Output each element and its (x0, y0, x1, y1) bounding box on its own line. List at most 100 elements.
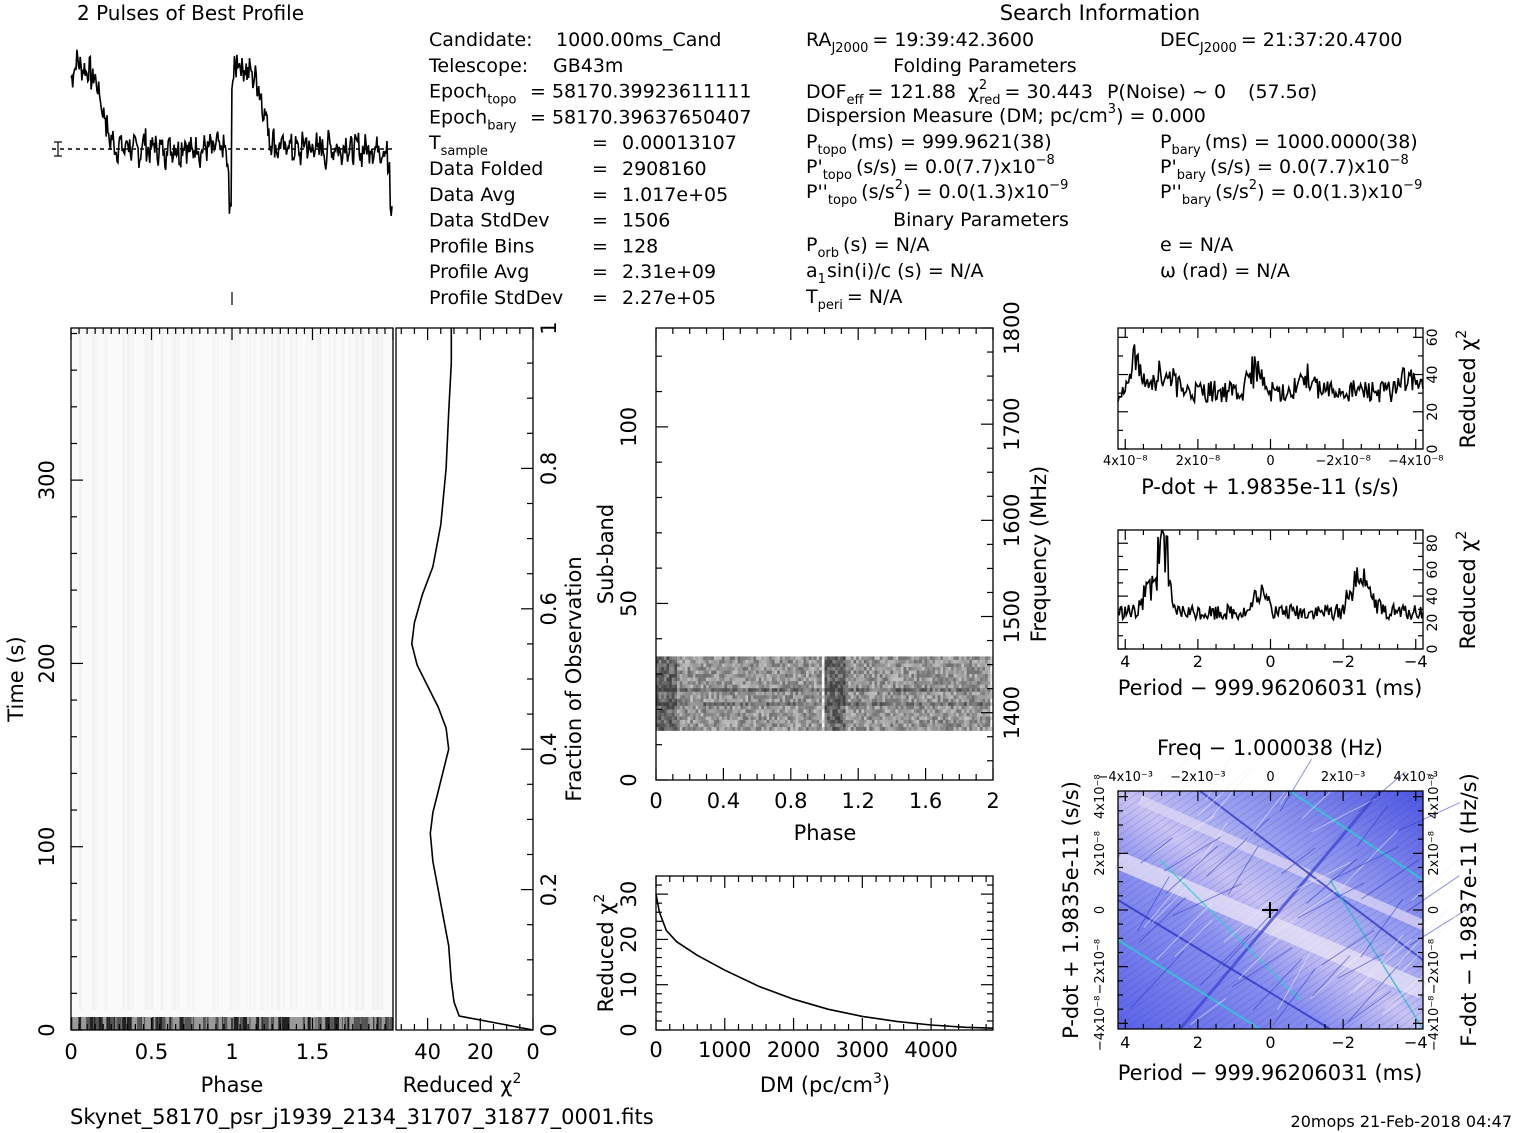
time-phase-ytick: 300 (35, 460, 59, 500)
info-row-value: 2.31e+09 (622, 261, 716, 283)
pdot-xtick: −2x10⁻⁸ (1315, 454, 1370, 469)
ppdot-xtick: −4 (1404, 1033, 1428, 1052)
time-phase-ytick: 100 (35, 827, 59, 867)
time-phase-ytick: 0 (35, 1023, 59, 1036)
ppdot-xtick: −2 (1331, 1033, 1355, 1052)
pdot-ytick: 20 (1425, 403, 1441, 421)
info-row: Tsample (428, 132, 488, 159)
profile-error-bar (54, 141, 62, 157)
pbary-line: Pbary (ms) = 1000.0000(38) (1160, 131, 1418, 158)
time-phase-xtick: 1.5 (296, 1040, 329, 1064)
profile-title: 2 Pulses of Best Profile (77, 1, 304, 25)
info-row-value: 128 (622, 235, 658, 257)
info-row-value: GB43m (553, 55, 623, 77)
pdot-xtick: −4x10⁻⁸ (1388, 454, 1443, 469)
time-phase-xtick: 0.5 (135, 1040, 168, 1064)
dm-ytick: 10 (617, 971, 641, 998)
time-phase-ylabel: Time (s) (4, 636, 28, 722)
ppdot-best-marker (1262, 902, 1278, 918)
subband-freq-tick: 1600 (1000, 494, 1024, 547)
pdot-xtick: 0 (1266, 454, 1274, 469)
chi-fraction-ytick: 0.6 (537, 592, 561, 625)
subband-heatmap (656, 656, 994, 731)
chi-fraction-ytick: 0.4 (537, 732, 561, 765)
subband-freq-tick: 1400 (1000, 686, 1024, 739)
pdtopo-line: P'topo (s/s) = 0.0(7.7)x10−8 (806, 153, 1055, 183)
ppdot-xtick: 2 (1193, 1033, 1203, 1052)
chi-fraction-frame (395, 327, 534, 1031)
subband-ytick: 100 (617, 407, 641, 447)
chi-fraction-xtick: 0 (526, 1040, 539, 1064)
search-info-title: Search Information (1000, 1, 1200, 25)
ra-line: RAJ2000 = 19:39:42.3600 (806, 29, 1034, 56)
subband-ytick: 50 (617, 590, 641, 617)
period-xtick: 4 (1120, 652, 1130, 671)
dm-xtick: 2000 (767, 1038, 820, 1062)
subband-freq-label: Frequency (MHz) (1027, 466, 1051, 642)
chi-fraction-ylabel: Fraction of Observation (562, 556, 586, 801)
chi-fraction-curve (410, 328, 534, 1031)
ppdot-panel: Freq − 1.000038 (Hz) 4 2 0 −2 −4 −4x10⁻³ −2x10… (1059, 736, 1481, 1085)
ppdot-top-tick: 2x10⁻³ (1321, 770, 1366, 785)
period-xlabel: Period − 999.96206031 (ms) (1118, 676, 1423, 700)
ptopo-line: Ptopo (ms) = 999.9621(38) (806, 131, 1052, 158)
info-row-value: = 58170.39637650407 (530, 106, 751, 128)
info-row: Profile StdDev (429, 287, 563, 309)
dm-curve (655, 893, 994, 1029)
info-row-value: 1000.00ms_Cand (556, 29, 722, 51)
ppdot-ylabel-right: F-dot − 1.9837e-11 (Hz/s) (1457, 773, 1481, 1047)
chi-fraction-ytick: 0 (537, 1023, 561, 1036)
ppdot-ytick: −2x10⁻⁸ (1093, 939, 1108, 994)
ppdot-xtick: 0 (1265, 1033, 1275, 1052)
ppdot-ytick: 0 (1093, 906, 1108, 914)
ppdot-ytick: −4x10⁻⁸ (1093, 996, 1108, 1051)
ppdot-top-tick: −2x10⁻³ (1170, 770, 1225, 785)
chi-fraction-xlabel: Reduced χ2 (403, 1071, 522, 1097)
info-row: Profile Avg (429, 261, 529, 283)
subband-freq-tick: 1700 (1000, 397, 1024, 450)
info-row-eq: = (592, 210, 608, 232)
ppdot-ytick: 2x10⁻⁸ (1093, 831, 1108, 876)
footer-stamp: 20mops 21-Feb-2018 04:47 (1291, 1112, 1512, 1131)
subband-panel: 0 0.4 0.8 1.2 1.6 2 0 50 100 1400 1500 1600 1700 1800… (594, 301, 1051, 845)
info-row: Profile Bins (429, 235, 534, 257)
ppdot-ytick-right: −4x10⁻⁸ (1427, 996, 1442, 1051)
profile-panel: 2 Pulses of Best Profile (52, 1, 393, 305)
pdbary-line: P'bary (s/s) = 0.0(7.7)x10−8 (1160, 153, 1409, 183)
info-row-value: 1506 (622, 210, 670, 232)
pdot-ylabel: Reduced χ2 (1454, 330, 1480, 449)
dm-ytick: 0 (617, 1023, 641, 1036)
info-row: Data StdDev (429, 210, 550, 232)
subband-freq-tick: 1500 (1000, 590, 1024, 643)
info-row: Epochtopo (429, 81, 516, 108)
time-phase-ytick: 200 (35, 643, 59, 683)
period-xtick: −2 (1331, 652, 1355, 671)
period-xtick: 0 (1265, 652, 1275, 671)
omega-line: ω (rad) = N/A (1160, 260, 1290, 282)
ppdot-xlabel: Period − 999.96206031 (ms) (1118, 1061, 1423, 1085)
info-row-value: = 58170.39923611111 (530, 81, 751, 103)
chi-fraction-xtick: 20 (467, 1040, 494, 1064)
info-row-eq: = (592, 184, 608, 206)
dm-ytick: 30 (617, 881, 641, 908)
folding-title: Folding Parameters (893, 55, 1076, 77)
ppdot-ytick-right: 2x10⁻⁸ (1427, 831, 1442, 876)
ppdot-top-tick: 0 (1266, 770, 1274, 785)
chi-fraction-xtick: 40 (414, 1040, 441, 1064)
time-phase-xtick: 1 (225, 1040, 238, 1064)
info-column-1: Candidate: 1000.00ms_Cand Telescope: GB43m E… (428, 29, 751, 309)
subband-xtick: 0 (649, 789, 662, 813)
dof-line: DOFeff = 121.88 χ2 red = 30.443 P(Noise) ~ 0(… (806, 78, 1317, 108)
subband-xtick: 1.2 (841, 789, 874, 813)
porb-line: Porb (s) = N/A (806, 234, 929, 261)
subband-xtick: 0.4 (707, 789, 740, 813)
ecc-line: e = N/A (1160, 234, 1233, 256)
pdot-frame (1117, 327, 1424, 450)
info-row: Data Avg (429, 184, 516, 206)
dm-ytick: 20 (617, 926, 641, 953)
subband-xlabel: Phase (794, 821, 857, 845)
info-row-eq: = (592, 158, 608, 180)
search-info: Search Information Candidate: 1000.00ms_C… (428, 1, 1422, 313)
binary-title: Binary Parameters (893, 209, 1069, 231)
